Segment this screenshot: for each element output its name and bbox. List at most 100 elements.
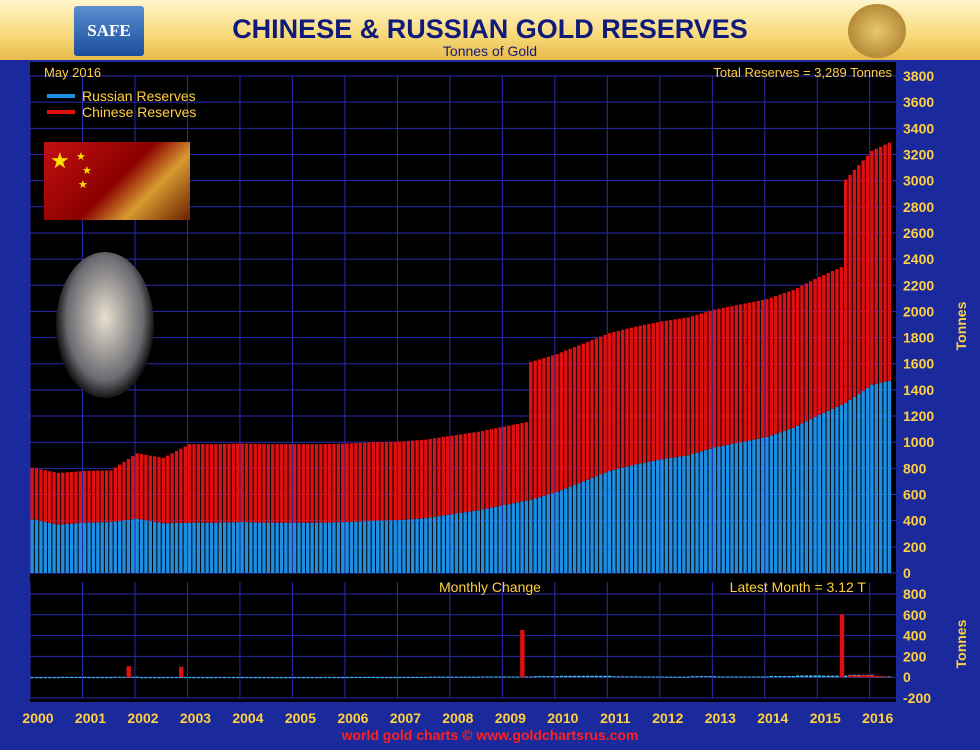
chinese-change-bar (126, 666, 131, 678)
chinese-bar (585, 341, 590, 480)
x-tick-label: 2011 (600, 710, 631, 726)
russian-change-bar (179, 677, 183, 679)
chinese-bar (765, 299, 769, 437)
russian-change-bar (690, 676, 695, 678)
chinese-bar (774, 296, 778, 434)
chinese-bar (327, 443, 332, 523)
russian-change-bar (244, 677, 249, 679)
russian-bar (870, 384, 874, 573)
russian-bar (174, 522, 179, 573)
chinese-bar (432, 438, 437, 517)
flag-star-icon: ★ (50, 148, 70, 173)
total-reserves-label: Total Reserves = 3,289 Tonnes (713, 65, 892, 80)
chinese-change-bar (861, 675, 866, 678)
russian-change-bar (131, 676, 135, 678)
legend-chinese-swatch (47, 110, 75, 114)
russian-change-bar (830, 675, 835, 678)
russian-change-bar (494, 676, 498, 678)
russian-change-bar (463, 676, 467, 678)
chinese-bar (314, 444, 319, 523)
russian-bar (275, 522, 279, 573)
russian-change-bar (161, 677, 166, 679)
chart-subtitle: Tonnes of Gold (442, 43, 538, 59)
legend-russian-swatch (47, 94, 75, 98)
russian-bar (787, 429, 791, 573)
chinese-bar (201, 444, 205, 523)
chinese-bar (717, 308, 721, 447)
russian-bar (222, 522, 227, 573)
chinese-bar (367, 442, 371, 521)
russian-change-bar (262, 677, 266, 679)
chinese-bar (791, 289, 795, 428)
russian-change-bar (673, 676, 677, 678)
legend-chinese-label: Chinese Reserves (82, 104, 197, 120)
russian-bar (376, 520, 380, 573)
russian-bar (765, 436, 769, 573)
chinese-bar (441, 436, 446, 516)
chinese-bar (437, 437, 441, 517)
russian-change-bar (533, 676, 537, 678)
russian-bar (874, 383, 879, 573)
russian-bar (865, 387, 870, 573)
russian-bar (489, 507, 494, 573)
chinese-bar (271, 444, 275, 523)
russian-change-bar (389, 677, 393, 679)
russian-bar (424, 518, 428, 573)
chinese-bar (861, 160, 865, 391)
russian-change-bar (266, 677, 271, 679)
russian-change-bar (616, 676, 620, 678)
sub-y-tick-label: 200 (903, 648, 927, 664)
russian-bar (100, 522, 104, 573)
chinese-bar (524, 422, 529, 501)
russian-change-bar (559, 675, 564, 678)
chinese-bar (192, 444, 196, 523)
russian-bar (39, 521, 43, 573)
russian-change-bar (113, 676, 117, 678)
russian-bar (550, 493, 555, 573)
chinese-bar (638, 325, 642, 464)
main-y-tick-label: 2400 (903, 251, 934, 267)
russian-bar (747, 440, 752, 573)
russian-bar (721, 445, 725, 573)
chinese-bar (157, 457, 161, 523)
main-y-tick-label: 0 (903, 565, 911, 581)
russian-bar (695, 452, 699, 573)
russian-change-bar (183, 677, 187, 679)
russian-bar (590, 477, 594, 573)
chinese-bar (231, 443, 236, 523)
russian-bar (515, 502, 520, 573)
main-y-tick-label: 2600 (903, 225, 934, 241)
main-y-tick-label: 200 (903, 539, 927, 555)
russian-bar (209, 522, 214, 573)
chinese-bar (275, 444, 279, 523)
chinese-bar (712, 309, 717, 448)
russian-change-bar (734, 676, 739, 678)
chinese-bar (65, 472, 69, 524)
x-tick-label: 2004 (232, 710, 263, 726)
russian-change-bar (844, 675, 848, 678)
russian-bar (306, 522, 310, 573)
russian-change-bar (166, 677, 170, 679)
russian-bar (822, 412, 826, 573)
chinese-bar (187, 444, 192, 523)
chinese-bar (341, 443, 345, 523)
russian-bar (397, 520, 402, 573)
chinese-bar (148, 455, 152, 522)
chinese-bar (209, 444, 214, 523)
chinese-bar (852, 169, 857, 397)
russian-change-bar (424, 676, 428, 678)
russian-change-bar (655, 676, 660, 678)
russian-change-bar (306, 677, 310, 679)
russian-bar (78, 522, 82, 573)
chinese-bar (288, 444, 292, 523)
russian-bar (546, 494, 550, 573)
russian-change-bar (275, 677, 279, 679)
russian-change-bar (651, 676, 655, 678)
russian-bar (682, 455, 686, 573)
russian-bar (774, 433, 778, 573)
russian-bar (214, 522, 218, 573)
russian-bar (284, 522, 288, 573)
russian-change-bar (380, 677, 384, 679)
sub-y-tick-label: 600 (903, 607, 927, 623)
chinese-bar (279, 444, 284, 523)
